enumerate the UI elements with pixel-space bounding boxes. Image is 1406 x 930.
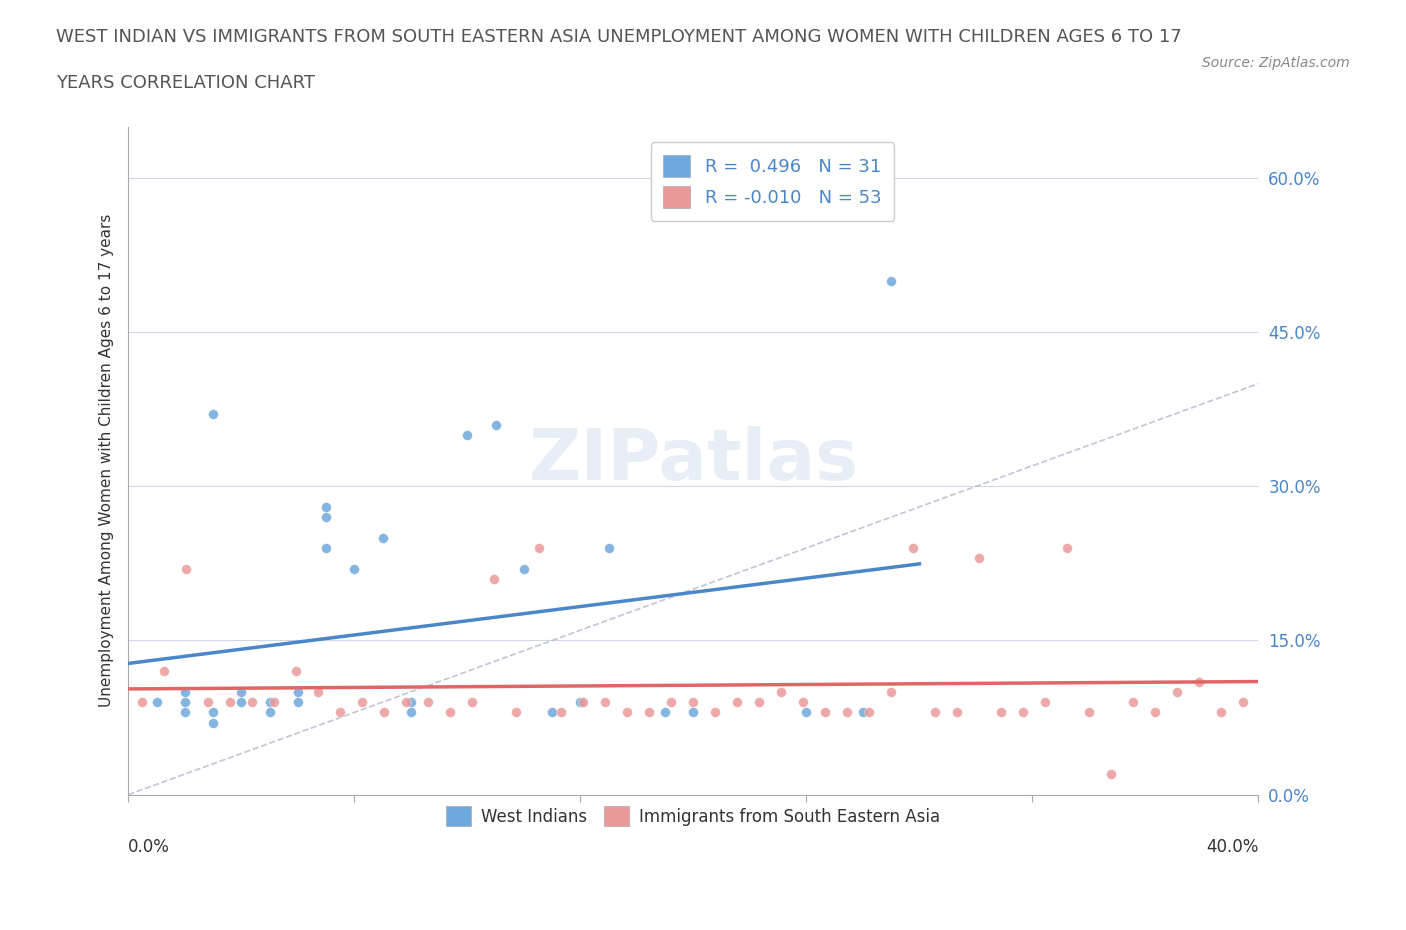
Text: WEST INDIAN VS IMMIGRANTS FROM SOUTH EASTERN ASIA UNEMPLOYMENT AMONG WOMEN WITH : WEST INDIAN VS IMMIGRANTS FROM SOUTH EAS… <box>56 28 1182 46</box>
Text: 0.0%: 0.0% <box>128 838 170 857</box>
Point <box>173 705 195 720</box>
Point <box>879 684 901 699</box>
Point <box>231 695 253 710</box>
Point <box>1011 705 1033 720</box>
Point <box>259 705 281 720</box>
Text: YEARS CORRELATION CHART: YEARS CORRELATION CHART <box>56 74 315 92</box>
Point <box>598 540 620 555</box>
Point <box>1254 684 1277 699</box>
Point <box>399 705 422 720</box>
Text: Source: ZipAtlas.com: Source: ZipAtlas.com <box>1202 56 1350 70</box>
Point <box>307 684 329 699</box>
Point <box>263 695 285 710</box>
Point <box>202 407 225 422</box>
Point <box>858 705 880 720</box>
Text: ZIPatlas: ZIPatlas <box>529 426 859 495</box>
Point <box>202 715 225 730</box>
Point <box>835 705 858 720</box>
Point <box>813 705 835 720</box>
Point <box>569 695 592 710</box>
Point <box>1122 695 1144 710</box>
Point <box>880 273 903 288</box>
Point <box>131 695 153 710</box>
Point <box>173 684 195 699</box>
Point <box>541 705 564 720</box>
Point <box>901 540 924 555</box>
Point <box>287 695 309 710</box>
Point <box>527 540 550 555</box>
Point <box>616 705 638 720</box>
Point <box>173 695 195 710</box>
Point <box>769 684 792 699</box>
Point <box>967 551 990 565</box>
Point <box>395 695 418 710</box>
Point <box>399 695 422 710</box>
Point <box>593 695 616 710</box>
Point <box>571 695 593 710</box>
Point <box>343 561 366 576</box>
Point <box>990 705 1012 720</box>
Text: 40.0%: 40.0% <box>1206 838 1258 857</box>
Point <box>725 695 748 710</box>
Point <box>682 695 704 710</box>
Point <box>219 695 242 710</box>
Point <box>654 705 676 720</box>
Point <box>1232 695 1254 710</box>
Point <box>1143 705 1166 720</box>
Point <box>703 705 725 720</box>
Point <box>287 684 309 699</box>
Point <box>1275 530 1298 545</box>
Point <box>513 561 536 576</box>
Point <box>748 695 770 710</box>
Point <box>418 695 440 710</box>
Point <box>315 540 337 555</box>
Point <box>259 695 281 710</box>
Point <box>153 664 176 679</box>
Point <box>461 695 484 710</box>
Point <box>352 695 374 710</box>
Point <box>315 510 337 525</box>
Point <box>1077 705 1099 720</box>
Point <box>792 695 814 710</box>
Point <box>285 664 308 679</box>
Point <box>456 428 478 443</box>
Point <box>852 705 875 720</box>
Point <box>439 705 461 720</box>
Point <box>1056 540 1078 555</box>
Point <box>659 695 682 710</box>
Point <box>202 705 225 720</box>
Point <box>484 418 506 432</box>
Point <box>1188 674 1211 689</box>
Point <box>315 499 337 514</box>
Point <box>505 705 527 720</box>
Point <box>371 530 394 545</box>
Point <box>197 695 219 710</box>
Point <box>1033 695 1056 710</box>
Point <box>1166 684 1188 699</box>
Point <box>231 684 253 699</box>
Point <box>242 695 264 710</box>
Point <box>1099 766 1122 781</box>
Point <box>637 705 659 720</box>
Point <box>484 571 506 586</box>
Point <box>1209 705 1232 720</box>
Point <box>373 705 395 720</box>
Point <box>945 705 967 720</box>
Point <box>176 561 198 576</box>
Point <box>550 705 572 720</box>
Point <box>924 705 946 720</box>
Point <box>329 705 352 720</box>
Legend: West Indians, Immigrants from South Eastern Asia: West Indians, Immigrants from South East… <box>440 800 948 833</box>
Point <box>796 705 818 720</box>
Y-axis label: Unemployment Among Women with Children Ages 6 to 17 years: Unemployment Among Women with Children A… <box>100 214 114 708</box>
Point <box>145 695 167 710</box>
Point <box>682 705 704 720</box>
